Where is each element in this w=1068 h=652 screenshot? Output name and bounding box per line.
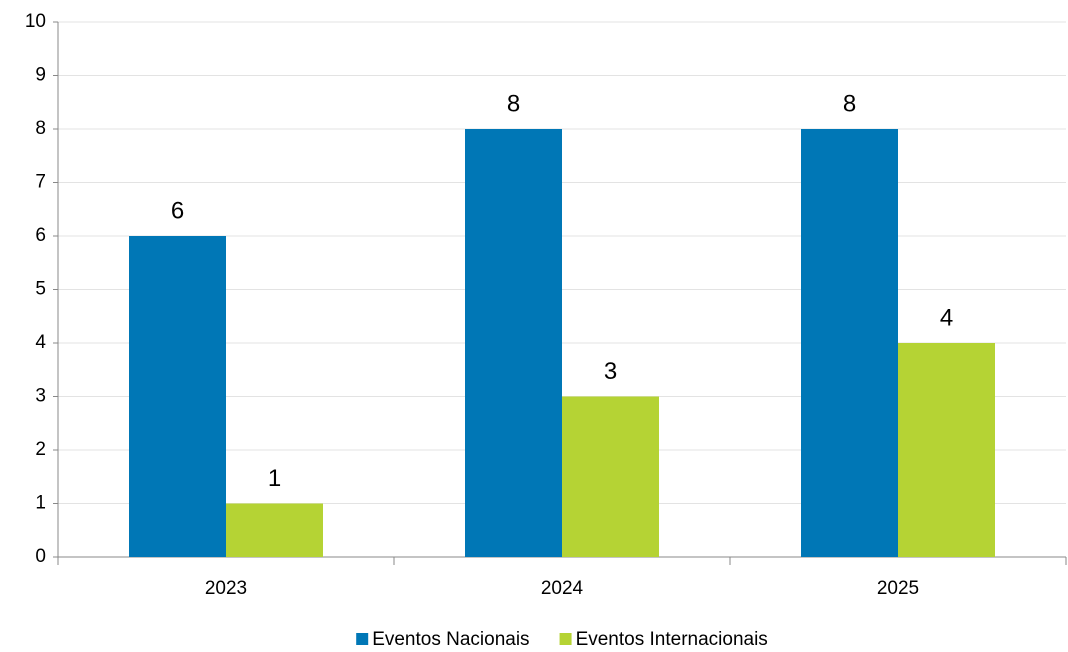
y-tick-label: 6 (35, 225, 46, 246)
y-tick-label: 3 (35, 386, 46, 407)
legend-item: Eventos Nacionais (356, 629, 530, 650)
y-tick-label: 0 (35, 546, 46, 567)
legend: Eventos Nacionais Eventos Internacionais (356, 629, 768, 650)
legend-label: Eventos Nacionais (372, 629, 529, 650)
legend-item: Eventos Internacionais (559, 629, 768, 650)
bar (898, 343, 995, 557)
bar (801, 129, 898, 557)
y-tick-label: 9 (35, 65, 46, 86)
legend-swatch (356, 633, 369, 645)
y-tick-label: 2 (35, 439, 46, 460)
bar (465, 129, 562, 557)
y-tick-label: 10 (25, 11, 46, 32)
y-tick-label: 4 (35, 332, 46, 353)
data-label: 8 (507, 90, 520, 117)
legend-label: Eventos Internacionais (576, 629, 768, 650)
data-label: 8 (843, 90, 856, 117)
data-label: 1 (268, 465, 281, 492)
y-tick-label: 7 (35, 172, 46, 193)
data-label: 3 (604, 358, 617, 385)
bar (562, 396, 659, 557)
x-tick-label: 2024 (541, 578, 584, 599)
data-label: 4 (940, 304, 953, 331)
y-tick-label: 5 (35, 279, 46, 300)
y-tick-label: 1 (35, 493, 46, 514)
x-tick-label: 2025 (877, 578, 919, 599)
data-label: 6 (171, 197, 184, 224)
bar (226, 503, 323, 557)
legend-swatch (559, 633, 572, 645)
x-tick-label: 2023 (205, 578, 247, 599)
y-tick-label: 8 (35, 118, 46, 139)
bar (129, 236, 226, 557)
